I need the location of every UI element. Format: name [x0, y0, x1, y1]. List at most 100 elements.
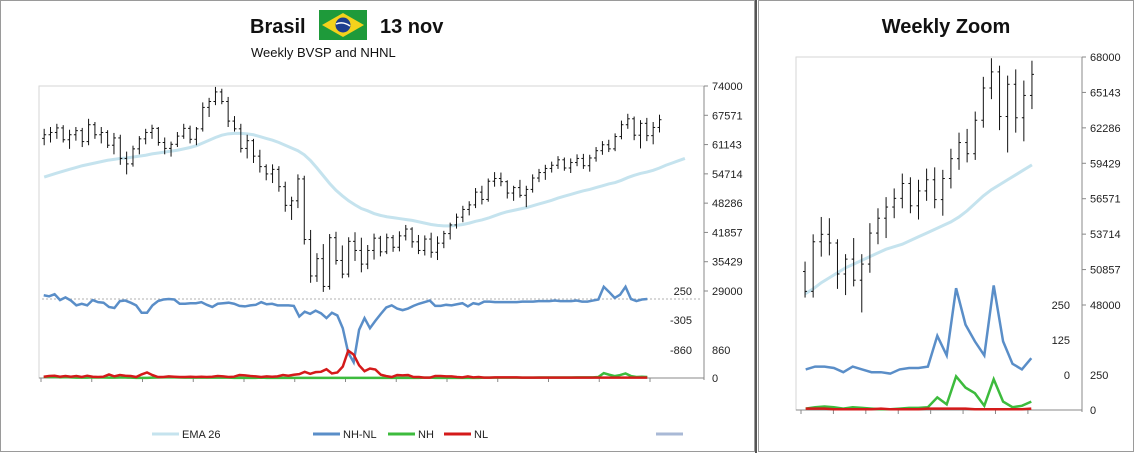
ohlc-bar	[948, 148, 953, 189]
price-tick-label: 29000	[712, 286, 743, 298]
zoom-nh-tick-label: 250	[1090, 370, 1108, 382]
legend-label: NH-NL	[343, 429, 377, 441]
ohlc-bar	[916, 179, 921, 220]
ohlc-bar	[384, 233, 389, 255]
nl-tick-label: 0	[712, 373, 718, 385]
ema-26-series	[43, 131, 686, 228]
ohlc-bar	[105, 130, 110, 148]
ohlc-bar	[908, 177, 913, 214]
nl-tick-label: 860	[712, 345, 730, 357]
ohlc-bar	[200, 102, 205, 132]
price-tick-label: 61143	[712, 140, 742, 152]
price-tick-label: 62286	[1090, 123, 1121, 135]
ohlc-bar	[92, 121, 97, 139]
ohlc-bar	[289, 196, 294, 220]
price-tick-label: 74000	[712, 81, 743, 93]
ohlc-bar	[226, 96, 231, 127]
ohlc-bar	[137, 136, 142, 155]
ohlc-bar	[245, 134, 250, 159]
ohlc-bar	[606, 139, 611, 153]
nhnl-axis-ticks: 250 -305 -860	[670, 286, 692, 357]
ohlc-bar	[1005, 75, 1010, 153]
price-axis-ticks: 74000 67571 61143 54714 48286 41857 35429 29000	[704, 81, 743, 298]
ohlc-bar	[73, 127, 78, 141]
nhnl-tick-label: 250	[674, 286, 692, 298]
ohlc-bar	[359, 237, 364, 273]
ohlc-bar	[819, 216, 824, 257]
ohlc-bar	[54, 123, 59, 139]
ohlc-bar	[492, 172, 497, 187]
ohlc-bar	[957, 132, 962, 170]
nh-nl-series	[805, 285, 1033, 375]
ohlc-bar	[264, 164, 269, 181]
ohlc-bar	[295, 174, 300, 209]
nhnl-tick-label: -860	[670, 345, 692, 357]
ohlc-bar	[403, 224, 408, 241]
zoom-nhnl-tick-label: 0	[1064, 370, 1070, 382]
zoom-nh-tick-label: 0	[1090, 405, 1096, 417]
ohlc-bar	[207, 97, 212, 117]
ema-26-line-zoom	[804, 163, 1033, 296]
ohlc-bar	[625, 113, 630, 129]
ohlc-bar	[378, 235, 383, 257]
zoom-nhnl-tick-label: 125	[1052, 335, 1070, 347]
ohlc-bar	[162, 137, 167, 155]
price-tick-label: 54714	[712, 169, 743, 181]
ohlc-bar	[827, 218, 832, 256]
ohlc-bar	[61, 125, 66, 143]
ohlc-bar	[150, 124, 155, 139]
ohlc-bar	[86, 118, 91, 146]
zoom-plot-area	[795, 56, 1083, 411]
ohlc-bar	[859, 254, 864, 313]
ohlc-bar	[587, 154, 592, 172]
ohlc-bar	[644, 117, 649, 142]
ohlc-bar	[232, 116, 237, 132]
nhnl-tick-label: -305	[670, 315, 692, 327]
ohlc-bar	[843, 254, 848, 296]
ohlc-bar	[973, 111, 978, 160]
ohlc-bar	[473, 188, 478, 209]
legend-item: NH	[388, 429, 434, 441]
ohlc-bar	[441, 230, 446, 249]
ohlc-bar	[657, 114, 662, 133]
ohlc-bar	[372, 233, 377, 260]
ohlc-bar	[981, 76, 986, 128]
ohlc-bar	[124, 151, 129, 175]
ohlc-bar	[416, 234, 421, 255]
ohlc-bar	[932, 167, 937, 209]
price-tick-label: 50857	[1090, 265, 1121, 277]
ohlc-bar	[530, 174, 535, 193]
ohlc-bar	[175, 132, 180, 148]
title-country: Brasil	[250, 16, 306, 38]
ohlc-bar	[327, 234, 332, 290]
ohlc-bar	[924, 168, 929, 201]
ohlc-bar	[213, 86, 218, 106]
ohlc-bar	[867, 223, 872, 273]
nh-nl-line-zoom	[805, 285, 1033, 375]
price-tick-label: 35429	[712, 257, 743, 269]
nl-axis-ticks: 860 0	[712, 345, 730, 385]
ohlc-bar	[467, 201, 472, 216]
ohlc-bar	[238, 123, 243, 153]
ohlc-bar	[940, 169, 945, 216]
ohlc-bar	[429, 232, 434, 258]
ohlc-bar	[257, 149, 262, 173]
ohlc-bar	[638, 120, 643, 149]
ohlc-bar	[568, 158, 573, 174]
ohlc-bar	[188, 125, 193, 144]
ohlc-bar	[803, 261, 808, 298]
ohlc-bar	[562, 157, 567, 171]
ohlc-bar	[556, 156, 561, 169]
ohlc-bar	[613, 133, 618, 152]
legend-label: EMA 26	[182, 429, 221, 441]
zoom-x-axis-ticks	[800, 410, 1029, 414]
subtitle: Weekly BVSP and NHNL	[251, 45, 396, 60]
nl-series	[43, 348, 648, 379]
ohlc-bar	[365, 244, 370, 270]
ohlc-bar	[498, 172, 503, 187]
ohlc-bar	[276, 166, 281, 192]
ohlc-bar	[505, 180, 510, 199]
nh-nl-line-main	[43, 284, 648, 366]
price-tick-label: 59429	[1090, 158, 1121, 170]
